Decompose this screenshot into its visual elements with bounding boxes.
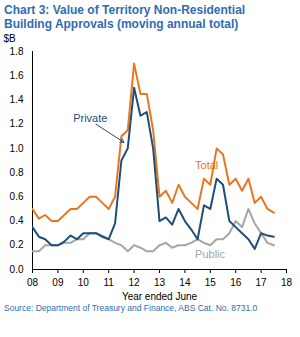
svg-text:09: 09 xyxy=(52,277,64,288)
svg-text:Total: Total xyxy=(195,159,218,171)
svg-text:0.2: 0.2 xyxy=(10,239,24,250)
svg-text:13: 13 xyxy=(154,277,166,288)
svg-text:10: 10 xyxy=(78,277,90,288)
svg-text:1.4: 1.4 xyxy=(10,94,24,105)
svg-text:0.6: 0.6 xyxy=(10,191,24,202)
svg-text:$B: $B xyxy=(4,33,17,44)
svg-text:14: 14 xyxy=(179,277,191,288)
html-text:Source: Department of Treasury: Source: Department of Treasury and Finan… xyxy=(4,303,258,313)
svg-text:17: 17 xyxy=(256,277,268,288)
svg-text:1.0: 1.0 xyxy=(10,143,24,154)
svg-text:08: 08 xyxy=(27,277,39,288)
svg-text:11: 11 xyxy=(104,277,115,288)
svg-text:1.6: 1.6 xyxy=(10,70,24,81)
svg-text:0.4: 0.4 xyxy=(10,215,24,226)
svg-text:12: 12 xyxy=(129,277,141,288)
svg-text:15: 15 xyxy=(205,277,217,288)
svg-text:Public: Public xyxy=(195,248,225,260)
svg-text:18: 18 xyxy=(281,277,293,288)
html-text:Chart 3: Value of Territory No: Chart 3: Value of Territory Non-Resident… xyxy=(4,3,246,31)
svg-text:16: 16 xyxy=(230,277,242,288)
svg-text:1.2: 1.2 xyxy=(10,118,24,129)
svg-text:Year ended June: Year ended June xyxy=(122,291,198,302)
svg-text:0.8: 0.8 xyxy=(10,167,24,178)
svg-text:Private: Private xyxy=(73,112,107,124)
svg-text:0.0: 0.0 xyxy=(10,264,24,275)
svg-text:1.8: 1.8 xyxy=(10,46,24,57)
